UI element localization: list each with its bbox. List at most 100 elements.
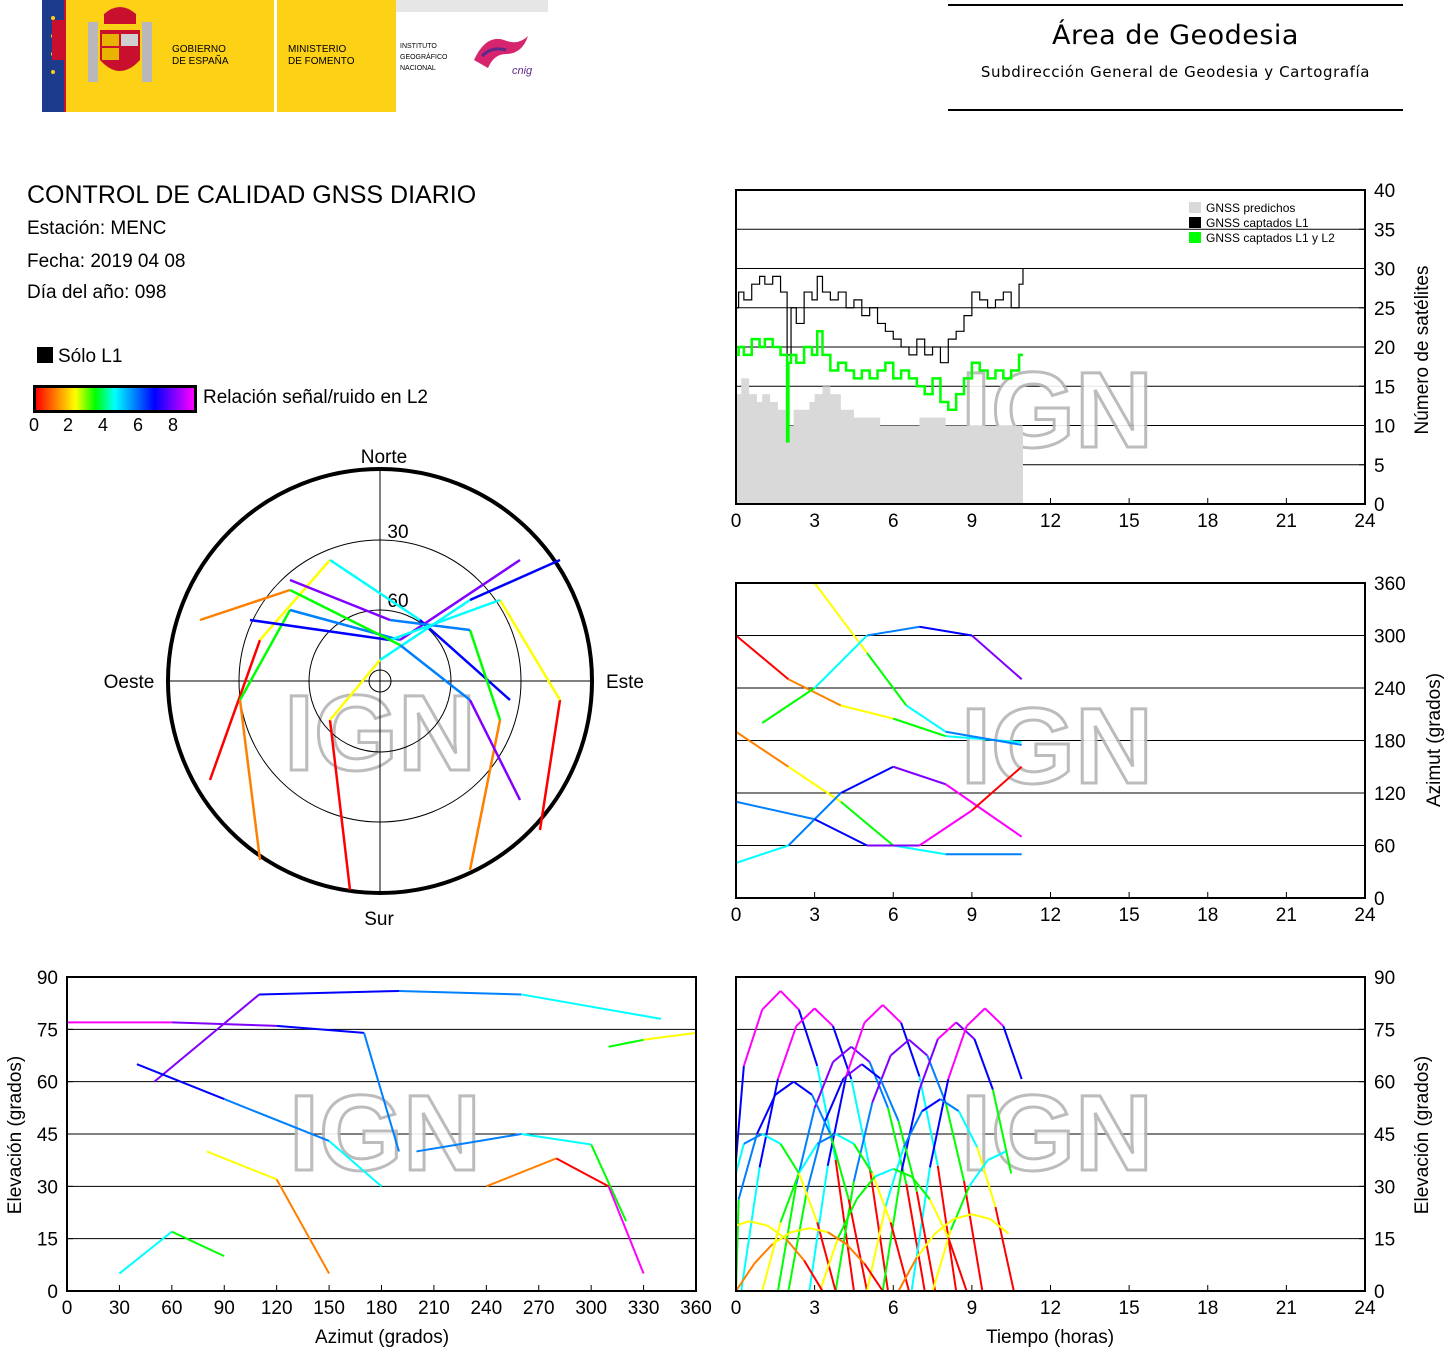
- x-tick-label: 0: [731, 1298, 742, 1319]
- snr-tick: 8: [168, 415, 179, 435]
- satellite-track: [957, 1110, 979, 1148]
- series-predicted-area: [736, 378, 1023, 504]
- satellite-track: [855, 1175, 876, 1201]
- satellite-track: [735, 1262, 756, 1292]
- station-label: Estación: MENC: [27, 218, 167, 239]
- direction-east: Este: [606, 672, 644, 693]
- direction-south: Sur: [364, 909, 394, 930]
- satellite-track: [238, 699, 262, 861]
- satellite-track: [468, 719, 502, 871]
- satellite-track: [772, 1231, 792, 1245]
- satellite-track: [118, 1230, 173, 1275]
- ring-label-30: 30: [387, 522, 408, 543]
- x-tick-label: 6: [888, 1298, 899, 1319]
- satellite-track: [797, 1009, 819, 1067]
- satellite-track: [845, 1022, 866, 1077]
- y-tick-label: 300: [1374, 627, 1406, 648]
- satellite-track: [199, 588, 291, 622]
- satellite-track: [735, 634, 790, 681]
- satellite-track: [840, 765, 894, 794]
- x-tick-label: 21: [1276, 905, 1297, 926]
- x-tick-label: 18: [1197, 905, 1218, 926]
- report-title: CONTROL DE CALIDAD GNSS DIARIO: [27, 181, 477, 209]
- satellite-track: [743, 1133, 763, 1145]
- x-tick-label: 0: [731, 511, 742, 532]
- y-tick-label: 90: [37, 968, 58, 989]
- satellite-track: [798, 1143, 819, 1174]
- x-tick-label: 60: [161, 1298, 182, 1319]
- satellite-track: [276, 1024, 365, 1034]
- satellite-track: [879, 1077, 900, 1122]
- x-tick-label: 120: [261, 1298, 293, 1319]
- satellite-track: [827, 1231, 847, 1245]
- satellite-track: [790, 1227, 810, 1234]
- satellite-track: [840, 704, 894, 720]
- satellite-track: [171, 1230, 225, 1258]
- header-logos: GOBIERNO DE ESPAÑA MINISTERIO DE FOMENTO…: [42, 0, 548, 112]
- satellite-track: [871, 1172, 892, 1223]
- satellite-track: [1002, 1025, 1023, 1080]
- x-axis-label: Azimut (grados): [315, 1327, 449, 1348]
- legend-entry: GNSS captados L1 y L2: [1206, 231, 1335, 245]
- satellite-track: [910, 1175, 931, 1201]
- satellite-track: [947, 1237, 968, 1292]
- x-tick-label: 15: [1119, 905, 1140, 926]
- legend-entry: GNSS captados L1: [1206, 216, 1309, 230]
- satellite-track: [939, 1098, 960, 1112]
- satellite-track: [785, 1238, 805, 1262]
- x-tick-label: 15: [1119, 1298, 1140, 1319]
- y-tick-label: 10: [1374, 417, 1395, 438]
- plot-frame: [735, 976, 1366, 1292]
- snr-tick: 6: [133, 415, 144, 435]
- satellite-track: [853, 1143, 874, 1174]
- y-tick-label: 30: [1374, 1177, 1395, 1198]
- satellite-track: [735, 730, 789, 768]
- satellite-track: [735, 844, 789, 864]
- y-tick-label: 240: [1374, 679, 1406, 700]
- satellite-track: [223, 1098, 330, 1142]
- satellite-track: [847, 1199, 869, 1292]
- satellite-track: [929, 1198, 950, 1239]
- x-tick-label: 150: [313, 1298, 345, 1319]
- satellite-track: [816, 1222, 837, 1292]
- gov-line1: GOBIERNO: [172, 44, 226, 55]
- satellite-track: [813, 634, 868, 689]
- satellite-track: [994, 1206, 1015, 1292]
- satellite-track: [328, 719, 352, 891]
- x-tick-label: 12: [1040, 905, 1061, 926]
- satellite-track: [538, 699, 562, 831]
- header-rule-top: [948, 4, 1403, 6]
- satellite-track: [259, 989, 399, 996]
- y-tick-label: 60: [1374, 1073, 1395, 1094]
- y-tick-label: 120: [1374, 784, 1406, 805]
- satellite-track: [887, 1107, 908, 1185]
- x-tick-label: 6: [888, 905, 899, 926]
- area-subtitle: Subdirección General de Geodesia y Carto…: [980, 63, 1371, 81]
- satellite-track: [900, 1022, 921, 1077]
- satellite-track: [918, 809, 973, 847]
- satellite-track: [249, 618, 391, 642]
- y-tick-label: 0: [1374, 495, 1385, 516]
- y-tick-label: 15: [37, 1230, 58, 1251]
- min-line1: MINISTERIO: [288, 44, 347, 55]
- satellite-track: [329, 558, 421, 622]
- satellite-track: [826, 1076, 848, 1167]
- satellite-track: [837, 1198, 858, 1239]
- x-tick-label: 240: [470, 1298, 502, 1319]
- y-tick-label: 35: [1374, 220, 1395, 241]
- satellite-track: [795, 1007, 816, 1027]
- x-tick-label: 24: [1354, 905, 1376, 926]
- legend-entry: GNSS predichos: [1206, 201, 1295, 215]
- satellite-track: [921, 1098, 941, 1112]
- satellite-track: [779, 990, 800, 1011]
- satellite-track: [915, 1191, 937, 1292]
- satellite-track: [498, 599, 562, 701]
- satellite-track: [787, 1191, 808, 1292]
- x-tick-label: 6: [888, 511, 899, 532]
- y-axis-label: Elevación (grados): [5, 1056, 26, 1214]
- satellite-track: [399, 558, 521, 642]
- x-tick-label: 360: [680, 1298, 712, 1319]
- x-tick-label: 3: [809, 511, 820, 532]
- satellite-track: [818, 1237, 840, 1292]
- satellite-track: [908, 1039, 928, 1057]
